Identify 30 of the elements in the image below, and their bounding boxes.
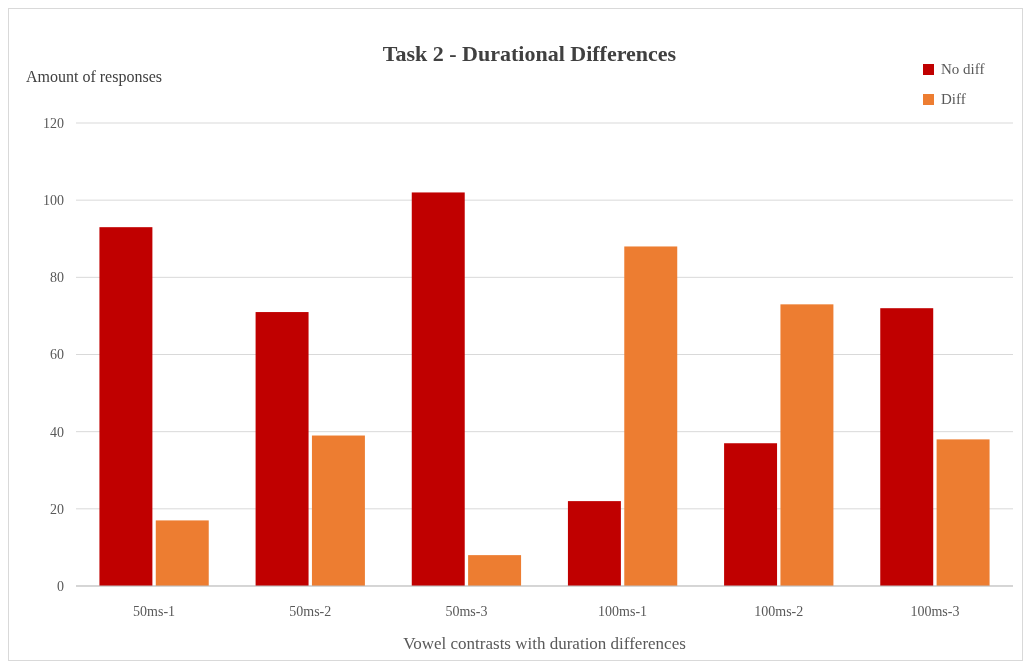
bar: [155, 520, 209, 586]
bar: [780, 304, 834, 586]
bar: [724, 443, 778, 586]
y-tick-label: 40: [50, 424, 64, 440]
x-tick-label: 100ms-1: [598, 604, 648, 619]
x-tick-label: 50ms-2: [289, 604, 332, 619]
bar: [936, 439, 990, 586]
bar: [411, 192, 465, 586]
bar: [468, 555, 522, 586]
x-axis-title: Vowel contrasts with duration differences: [403, 634, 686, 653]
y-tick-label: 80: [50, 270, 64, 286]
y-tick-label: 100: [43, 193, 64, 209]
bar: [99, 227, 153, 586]
bar: [624, 246, 678, 586]
bar: [255, 312, 309, 586]
bar: [311, 435, 365, 586]
y-tick-label: 0: [57, 578, 64, 594]
x-tick-label: 100ms-2: [754, 604, 804, 619]
legend-label: No diff: [941, 61, 985, 77]
bar: [880, 308, 934, 586]
y-axis-title: Amount of responses: [26, 68, 162, 86]
y-tick-label: 120: [43, 115, 64, 131]
x-tick-label: 50ms-1: [133, 604, 176, 619]
bar: [567, 501, 621, 586]
x-tick-label: 50ms-3: [445, 604, 488, 619]
x-tick-label: 100ms-3: [910, 604, 960, 619]
y-tick-label: 60: [50, 347, 64, 363]
chart-title: Task 2 - Durational Differences: [382, 41, 677, 66]
legend-label: Diff: [941, 91, 966, 107]
y-tick-label: 20: [50, 501, 64, 517]
